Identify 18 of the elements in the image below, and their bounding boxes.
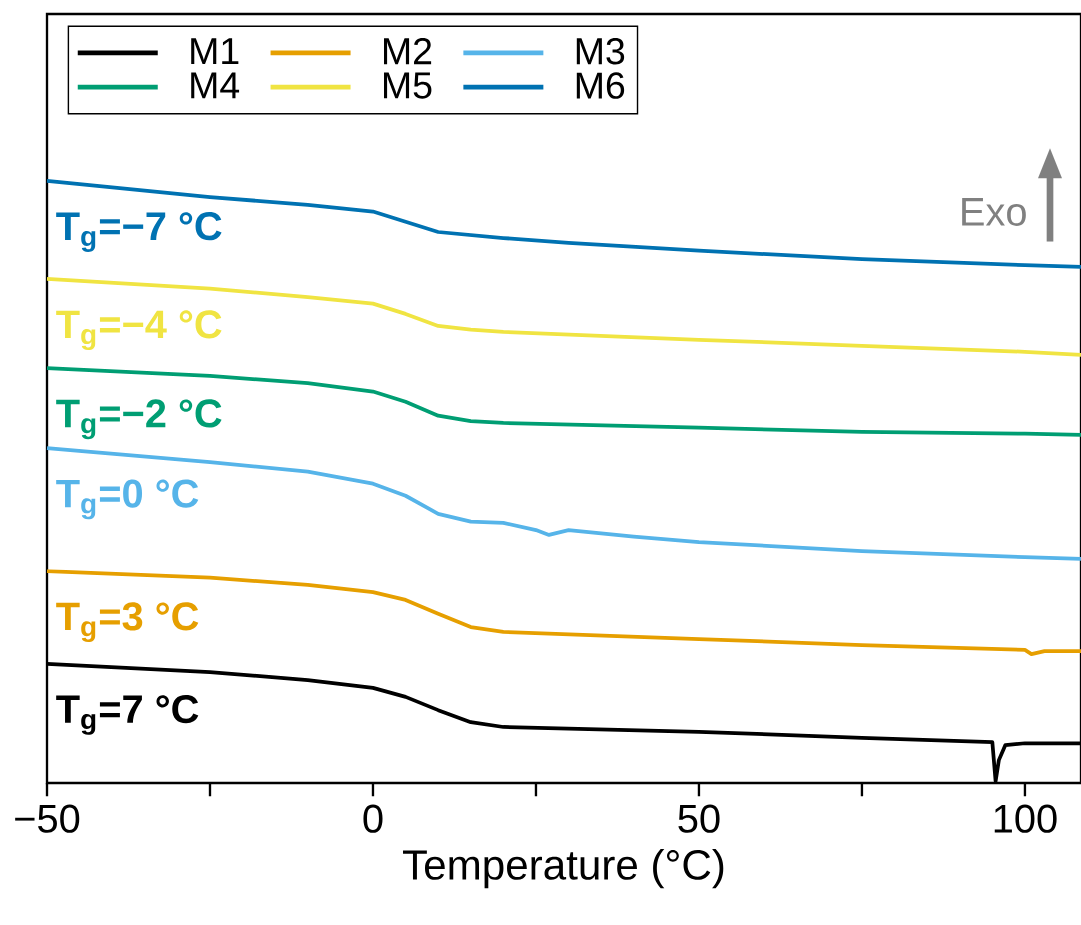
annotation: T$_{g}$=7 °C [56,695,199,735]
annotation: T$_{g}$=−2 °C [56,399,222,440]
legend-label: M1 [191,38,239,64]
x-tick-label: 100 [994,804,1057,833]
legend-label: M2 [384,37,432,65]
legend-label: M3 [576,37,625,65]
annotation: T$_{g}$=3 °C [56,602,199,643]
x-tick-label: 0 [363,804,383,833]
annotation: T$_{g}$=0 °C [56,479,199,520]
annotation: T$_{g}$=−7 °C [56,212,222,252]
legend-label: M4 [191,72,240,99]
x-axis-title: Temperature (°C) [403,848,724,889]
legend-label: M5 [384,72,432,99]
legend-label: M6 [576,72,625,99]
annotation: T$_{g}$=−4 °C [56,310,222,351]
x-tick-label: −50 [15,804,80,833]
annotation: Exo [962,198,1026,226]
x-tick-label: 50 [678,804,720,833]
